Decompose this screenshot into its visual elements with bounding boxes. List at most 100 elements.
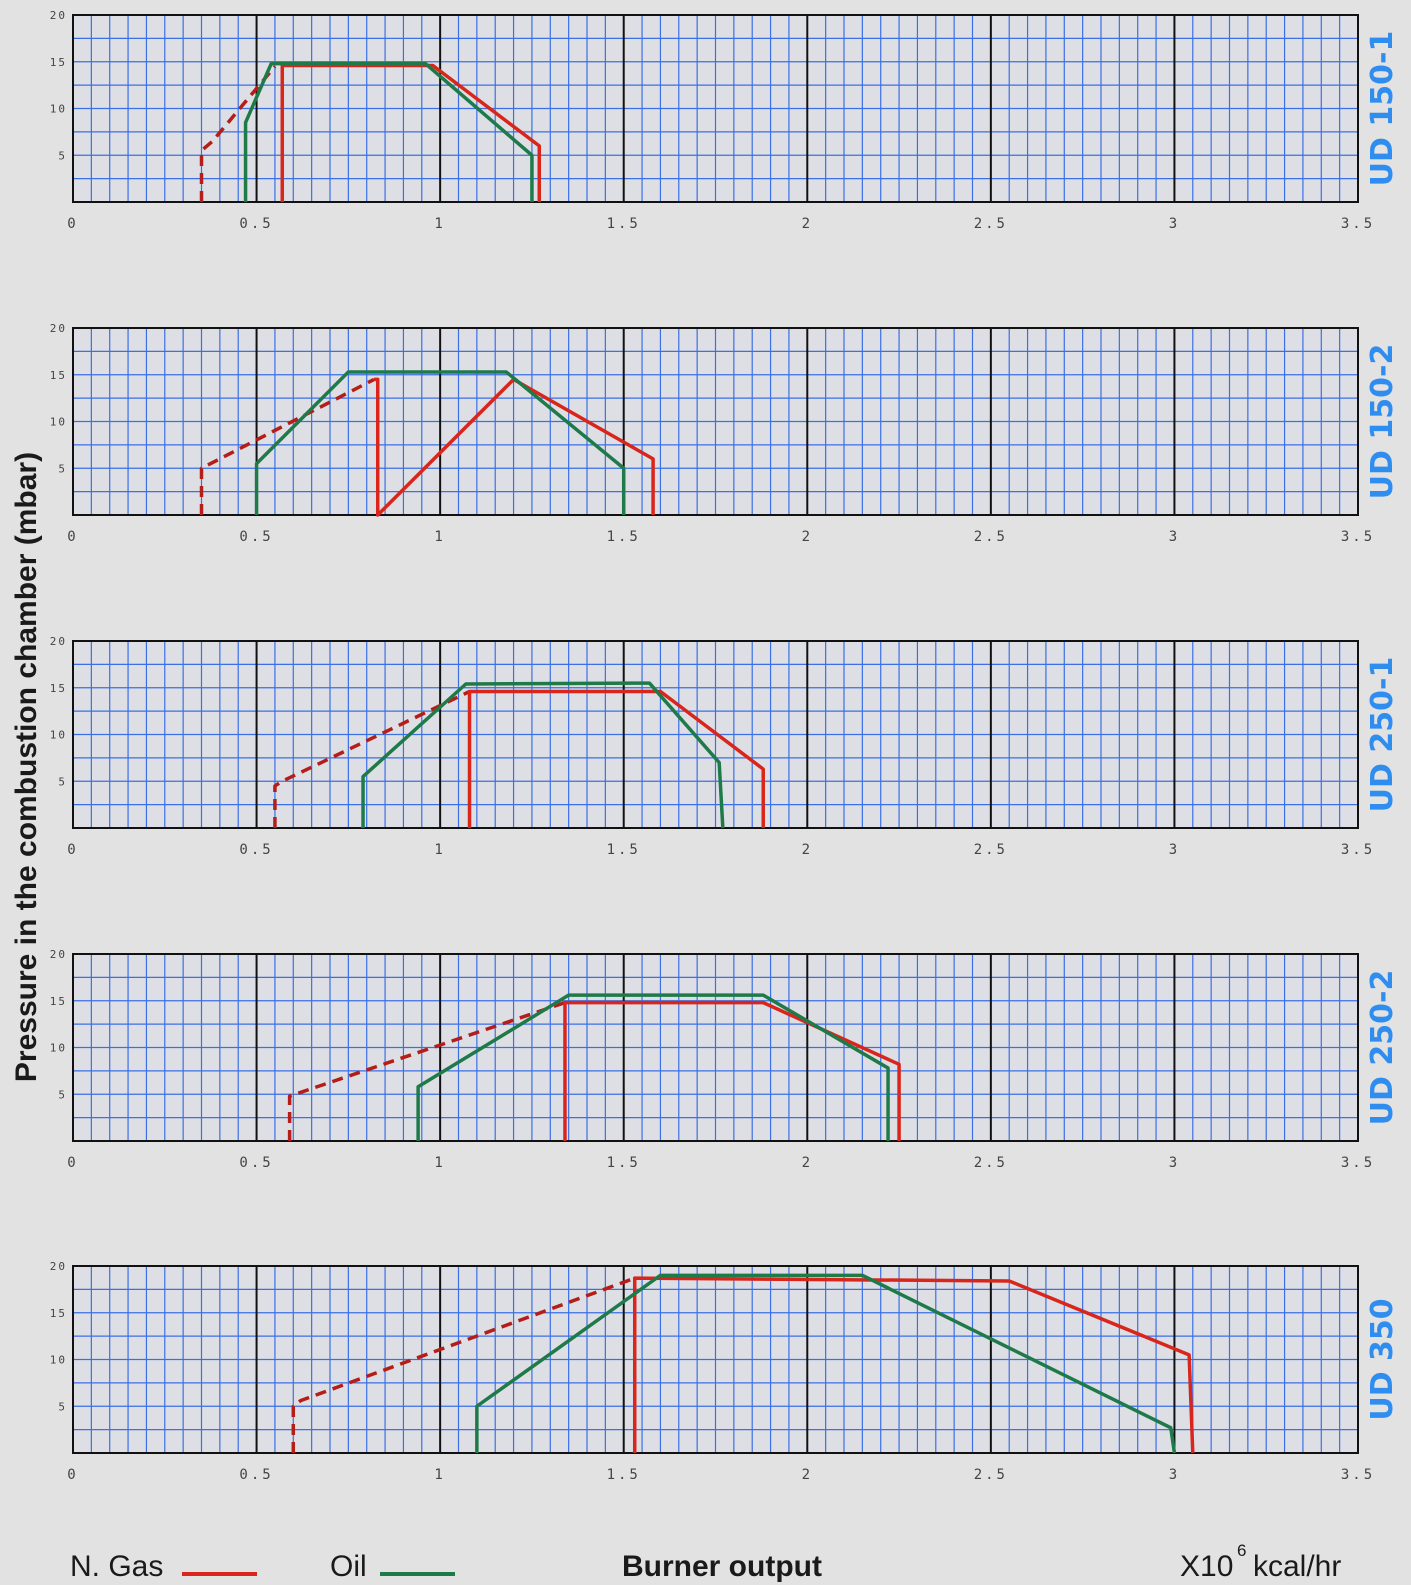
- x-tick-label: 3: [1169, 1467, 1180, 1483]
- y-tick-label: 5: [58, 775, 67, 788]
- y-tick-label: 20: [50, 635, 67, 648]
- x-tick-label: 1: [434, 1155, 445, 1171]
- model-label: UD 150-2: [1365, 344, 1400, 500]
- x-tick-label: 1: [434, 216, 445, 232]
- y-tick-label: 5: [58, 462, 67, 475]
- series-gas-dashed-line: [273, 689, 471, 828]
- plot-frame: [72, 640, 1359, 829]
- panel-ud-150-2: 20 15 10 5 0 0.5 1 1.5 2 2.5 3 3.5 UD 150-2: [50, 322, 1400, 545]
- panel-ud-250-2: 20 15 10 5 0 0.5 1 1.5 2 2.5 3 3.5 UD 250-2: [50, 948, 1400, 1171]
- y-tick-label: 20: [50, 9, 67, 22]
- x-tick-label: 2.5: [974, 1155, 1008, 1171]
- x-tick-label: 2: [802, 216, 813, 232]
- x-tick-label: 0: [67, 529, 78, 545]
- unit-exponent: 6: [1237, 1541, 1246, 1560]
- y-tick-label: 10: [50, 103, 67, 116]
- x-tick-label: 1: [434, 842, 445, 858]
- legend: N. Gas Oil: [70, 1550, 455, 1583]
- x-tick-label: 0: [67, 216, 78, 232]
- x-tick-label: 1.5: [607, 1467, 641, 1483]
- x-tick-label: 3: [1169, 1155, 1180, 1171]
- series-gas-line: [280, 63, 542, 202]
- model-label: UD 250-2: [1365, 970, 1400, 1126]
- y-tick-label: 20: [50, 322, 67, 335]
- x-tick-label: 3: [1169, 529, 1180, 545]
- x-tick-label: 2.5: [974, 216, 1008, 232]
- x-tick-label: 2.5: [974, 1467, 1008, 1483]
- y-tick-label: 5: [58, 1088, 67, 1101]
- panel-ud-350: 20 15 10 5 0 0.5 1 1.5 2 2.5 3 3.5 UD 350: [50, 1260, 1400, 1483]
- series-gas-line: [632, 1276, 1195, 1454]
- series-oil-line: [475, 1273, 1177, 1454]
- y-tick-label: 5: [58, 1400, 67, 1413]
- model-label: UD 350: [1365, 1298, 1400, 1420]
- y-tick-label: 10: [50, 1354, 67, 1367]
- x-tick-label: 3.5: [1341, 529, 1375, 545]
- y-tick-label: 20: [50, 1260, 67, 1273]
- plot-frame: [72, 14, 1359, 203]
- plot-frame: [72, 327, 1359, 516]
- unit-suffix: kcal/hr: [1253, 1550, 1341, 1583]
- x-tick-label: 1: [434, 1467, 445, 1483]
- x-tick-label: 1.5: [607, 1155, 641, 1171]
- legend-label-gas: N. Gas: [70, 1550, 163, 1583]
- plot-frame: [72, 1265, 1359, 1454]
- y-tick-label: 20: [50, 948, 67, 961]
- x-tick-label: 3.5: [1341, 1467, 1375, 1483]
- y-tick-label: 15: [50, 682, 67, 695]
- x-tick-label: 3: [1169, 216, 1180, 232]
- x-tick-label: 0: [67, 1467, 78, 1483]
- x-tick-label: 1: [434, 529, 445, 545]
- x-tick-label: 0: [67, 1155, 78, 1171]
- panel-ud-250-1: 20 15 10 5 0 0.5 1 1.5 2 2.5 3 3.5 UD 250-1: [50, 635, 1400, 858]
- y-axis-label: Pressure in the combustion chamber (mbar…: [10, 452, 43, 1082]
- x-tick-label: 2.5: [974, 529, 1008, 545]
- series-gas-dashed-line: [291, 1276, 636, 1453]
- y-tick-label: 15: [50, 369, 67, 382]
- plot-frame: [72, 953, 1359, 1142]
- series-gas-dashed-line: [287, 1000, 566, 1141]
- y-tick-label: 10: [50, 1042, 67, 1055]
- x-tick-label: 0.5: [239, 1155, 273, 1171]
- series-gas-dashed-line: [199, 65, 277, 202]
- x-tick-label: 2: [802, 1467, 813, 1483]
- x-tick-label: 2: [802, 529, 813, 545]
- series-gas-line: [374, 377, 655, 517]
- x-tick-label: 1.5: [607, 216, 641, 232]
- x-tick-label: 0.5: [239, 1467, 273, 1483]
- y-tick-label: 10: [50, 416, 67, 429]
- x-tick-label: 0: [67, 842, 78, 858]
- series-oil-line: [243, 61, 534, 202]
- series-oil-line: [416, 993, 890, 1141]
- y-tick-label: 10: [50, 729, 67, 742]
- series-oil-line: [361, 681, 725, 829]
- model-label: UD 150-1: [1365, 31, 1400, 187]
- x-tick-label: 1.5: [607, 529, 641, 545]
- x-tick-label: 3: [1169, 842, 1180, 858]
- series-gas-line: [563, 1000, 901, 1141]
- model-label: UD 250-1: [1365, 657, 1400, 813]
- legend-label-oil: Oil: [330, 1550, 367, 1583]
- x-tick-label: 2: [802, 1155, 813, 1171]
- x-tick-label: 1.5: [607, 842, 641, 858]
- y-tick-label: 15: [50, 56, 67, 69]
- panel-ud-150-1: 20 15 10 5 0 0.5 1 1.5 2 2.5 3 3.5 UD 150-1: [50, 9, 1400, 232]
- x-tick-label: 3.5: [1341, 216, 1375, 232]
- series-gas-line: [467, 689, 765, 828]
- x-tick-label: 0.5: [239, 529, 273, 545]
- x-tick-label: 3.5: [1341, 1155, 1375, 1171]
- x-tick-label: 2: [802, 842, 813, 858]
- series-oil-line: [254, 370, 626, 515]
- x-tick-label: 0.5: [239, 842, 273, 858]
- unit-label: X10 6 kcal/hr: [1180, 1541, 1341, 1583]
- y-tick-label: 15: [50, 995, 67, 1008]
- y-tick-label: 15: [50, 1307, 67, 1320]
- series-gas-dashed-line: [199, 377, 375, 515]
- x-tick-label: 3.5: [1341, 842, 1375, 858]
- y-tick-label: 5: [58, 149, 67, 162]
- x-tick-label: 0.5: [239, 216, 273, 232]
- unit-prefix: X10: [1180, 1550, 1233, 1583]
